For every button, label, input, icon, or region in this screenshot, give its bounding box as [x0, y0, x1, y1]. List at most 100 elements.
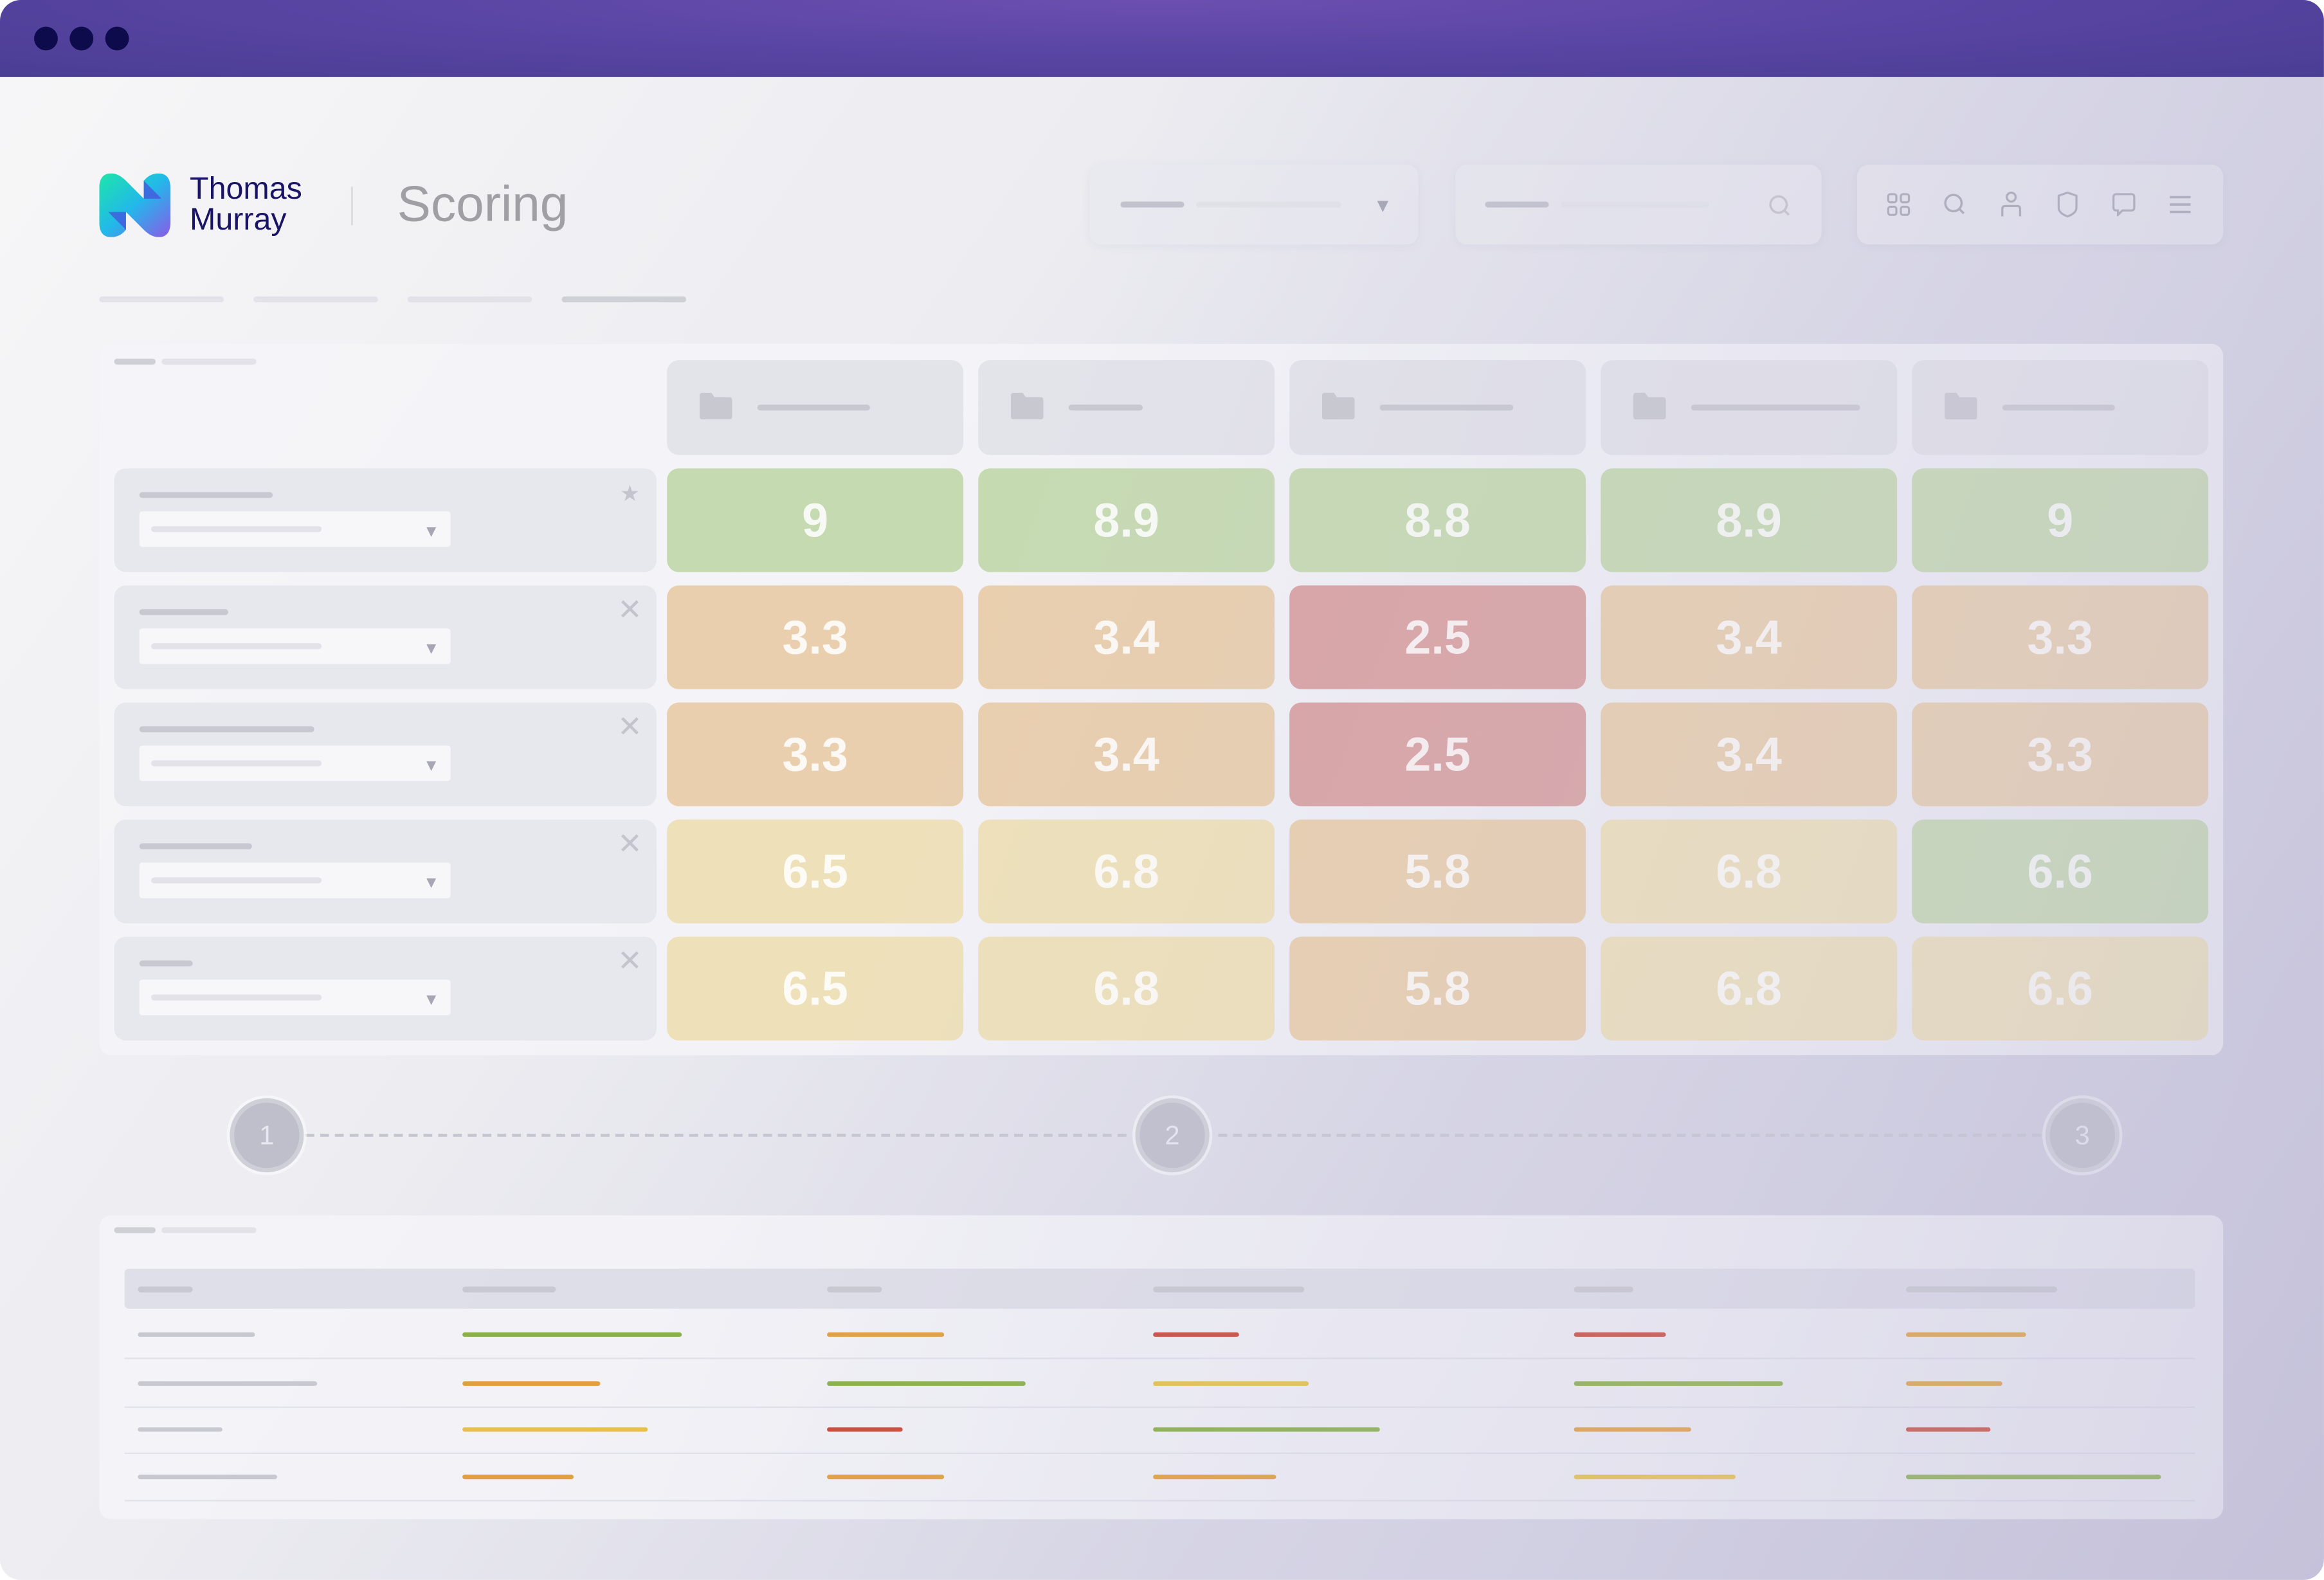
table-row[interactable] — [124, 1406, 2195, 1455]
thomas-murray-logo-icon — [99, 173, 171, 237]
status-bar-yellow — [1153, 1381, 1309, 1386]
status-bar-green — [1905, 1475, 2161, 1480]
window-close-button[interactable] — [34, 26, 58, 51]
breadcrumb-item-current[interactable] — [561, 296, 687, 303]
row-weight-select[interactable]: ▼ — [139, 511, 451, 547]
chevron-down-icon: ▼ — [1373, 194, 1393, 217]
grid-icon[interactable] — [1887, 193, 1911, 217]
row-label — [138, 1475, 277, 1480]
row-weight-select[interactable]: ▼ — [139, 745, 451, 781]
folder-icon — [1944, 392, 1977, 420]
score-cell[interactable]: 6.8 — [1601, 936, 1898, 1040]
status-bar-orange — [827, 1475, 945, 1480]
search-icon — [1769, 195, 1790, 216]
status-bar-green — [1153, 1427, 1380, 1432]
column-header-label — [757, 404, 870, 411]
score-cell[interactable]: 8.9 — [1601, 468, 1898, 572]
scoring-matrix-panel: ▼ ★ 9 8.9 8.8 8.9 9 ▼ ✕ 3.3 3.4 2.5 3.4 3.3 ▼ ✕ 3.3 3.4 2.… — [99, 343, 2224, 1056]
column-header-label — [2002, 404, 2115, 411]
select-value — [151, 760, 322, 767]
table-header-cell — [827, 1286, 882, 1293]
folder-icon — [1633, 392, 1666, 420]
score-cell[interactable]: 9 — [1912, 468, 2209, 572]
score-cell[interactable]: 3.3 — [667, 702, 964, 806]
score-cell[interactable]: 6.8 — [1601, 819, 1898, 923]
table-row[interactable] — [124, 1361, 2195, 1408]
column-header[interactable] — [1912, 360, 2209, 455]
row-label — [138, 1332, 255, 1337]
shield-icon[interactable] — [2057, 191, 2078, 218]
status-bar-green — [462, 1332, 682, 1337]
row-weight-select[interactable]: ▼ — [139, 628, 451, 664]
title-bar — [0, 0, 2324, 77]
column-header[interactable] — [1601, 360, 1898, 455]
search-input[interactable] — [1455, 164, 1822, 245]
score-cell[interactable]: 3.4 — [1601, 702, 1898, 806]
column-header[interactable] — [1289, 360, 1586, 455]
row-criterion-card: ▼ ✕ — [114, 819, 657, 923]
status-bar-red — [1153, 1332, 1239, 1337]
score-cell[interactable]: 8.9 — [978, 468, 1275, 572]
breadcrumb-item[interactable] — [253, 296, 378, 303]
star-icon[interactable]: ★ — [620, 482, 640, 507]
breadcrumb-item[interactable] — [99, 296, 224, 303]
score-cell[interactable]: 3.3 — [667, 585, 964, 689]
remove-row-icon[interactable]: ✕ — [617, 711, 642, 745]
score-cell[interactable]: 3.4 — [1601, 585, 1898, 689]
chevron-down-icon: ▼ — [423, 640, 440, 658]
table-row[interactable] — [124, 1454, 2195, 1502]
step-1[interactable]: 1 — [230, 1098, 304, 1173]
window-maximize-button[interactable] — [105, 26, 129, 51]
score-cell[interactable]: 6.8 — [978, 936, 1275, 1040]
page-title: Scoring — [397, 176, 568, 233]
toolbar — [1856, 164, 2224, 245]
score-cell[interactable]: 6.6 — [1912, 936, 2209, 1040]
folder-icon — [1321, 392, 1355, 420]
score-cell[interactable]: 2.5 — [1289, 702, 1586, 806]
window-minimize-button[interactable] — [69, 26, 94, 51]
row-weight-select[interactable]: ▼ — [139, 862, 451, 898]
column-header-label — [1691, 404, 1860, 411]
score-cell[interactable]: 2.5 — [1289, 585, 1586, 689]
user-icon[interactable] — [1999, 191, 2023, 217]
row-label — [139, 843, 252, 849]
column-header[interactable] — [978, 360, 1275, 455]
select-value — [151, 526, 322, 532]
score-cell[interactable]: 9 — [667, 468, 964, 572]
search-icon[interactable] — [1943, 193, 1967, 217]
status-bar-orange — [1574, 1427, 1691, 1432]
step-2[interactable]: 2 — [1135, 1098, 1210, 1173]
score-cell[interactable]: 6.8 — [978, 819, 1275, 923]
table-header-cell — [1153, 1286, 1305, 1293]
score-cell[interactable]: 3.3 — [1912, 702, 2209, 806]
score-cell[interactable]: 5.8 — [1289, 819, 1586, 923]
chevron-down-icon: ▼ — [423, 523, 440, 541]
score-cell[interactable]: 8.8 — [1289, 468, 1586, 572]
column-header[interactable] — [667, 360, 964, 455]
brand-line-2: Murray — [190, 203, 287, 237]
score-cell[interactable]: 3.3 — [1912, 585, 2209, 689]
remove-row-icon[interactable]: ✕ — [617, 828, 642, 862]
score-cell[interactable]: 3.4 — [978, 585, 1275, 689]
remove-row-icon[interactable]: ✕ — [617, 594, 642, 627]
row-criterion-card: ▼ ✕ — [114, 585, 657, 689]
score-cell[interactable]: 6.6 — [1912, 819, 2209, 923]
row-label — [139, 492, 273, 498]
score-cell[interactable]: 6.5 — [667, 936, 964, 1040]
menu-icon[interactable] — [2170, 194, 2191, 215]
remove-row-icon[interactable]: ✕ — [617, 945, 642, 979]
filter-dropdown[interactable]: ▼ — [1089, 164, 1419, 245]
select-value — [151, 877, 322, 884]
table-header-cell — [138, 1286, 193, 1293]
table-row[interactable] — [124, 1312, 2195, 1359]
score-cell[interactable]: 6.5 — [667, 819, 964, 923]
row-label — [139, 960, 193, 967]
score-cell[interactable]: 3.4 — [978, 702, 1275, 806]
row-weight-select[interactable]: ▼ — [139, 979, 451, 1015]
status-bar-yellow — [462, 1427, 648, 1432]
score-cell[interactable]: 5.8 — [1289, 936, 1586, 1040]
breadcrumb-item[interactable] — [407, 296, 532, 303]
row-label — [138, 1427, 222, 1432]
chat-icon[interactable] — [2112, 193, 2136, 217]
step-3[interactable]: 3 — [2045, 1098, 2120, 1173]
